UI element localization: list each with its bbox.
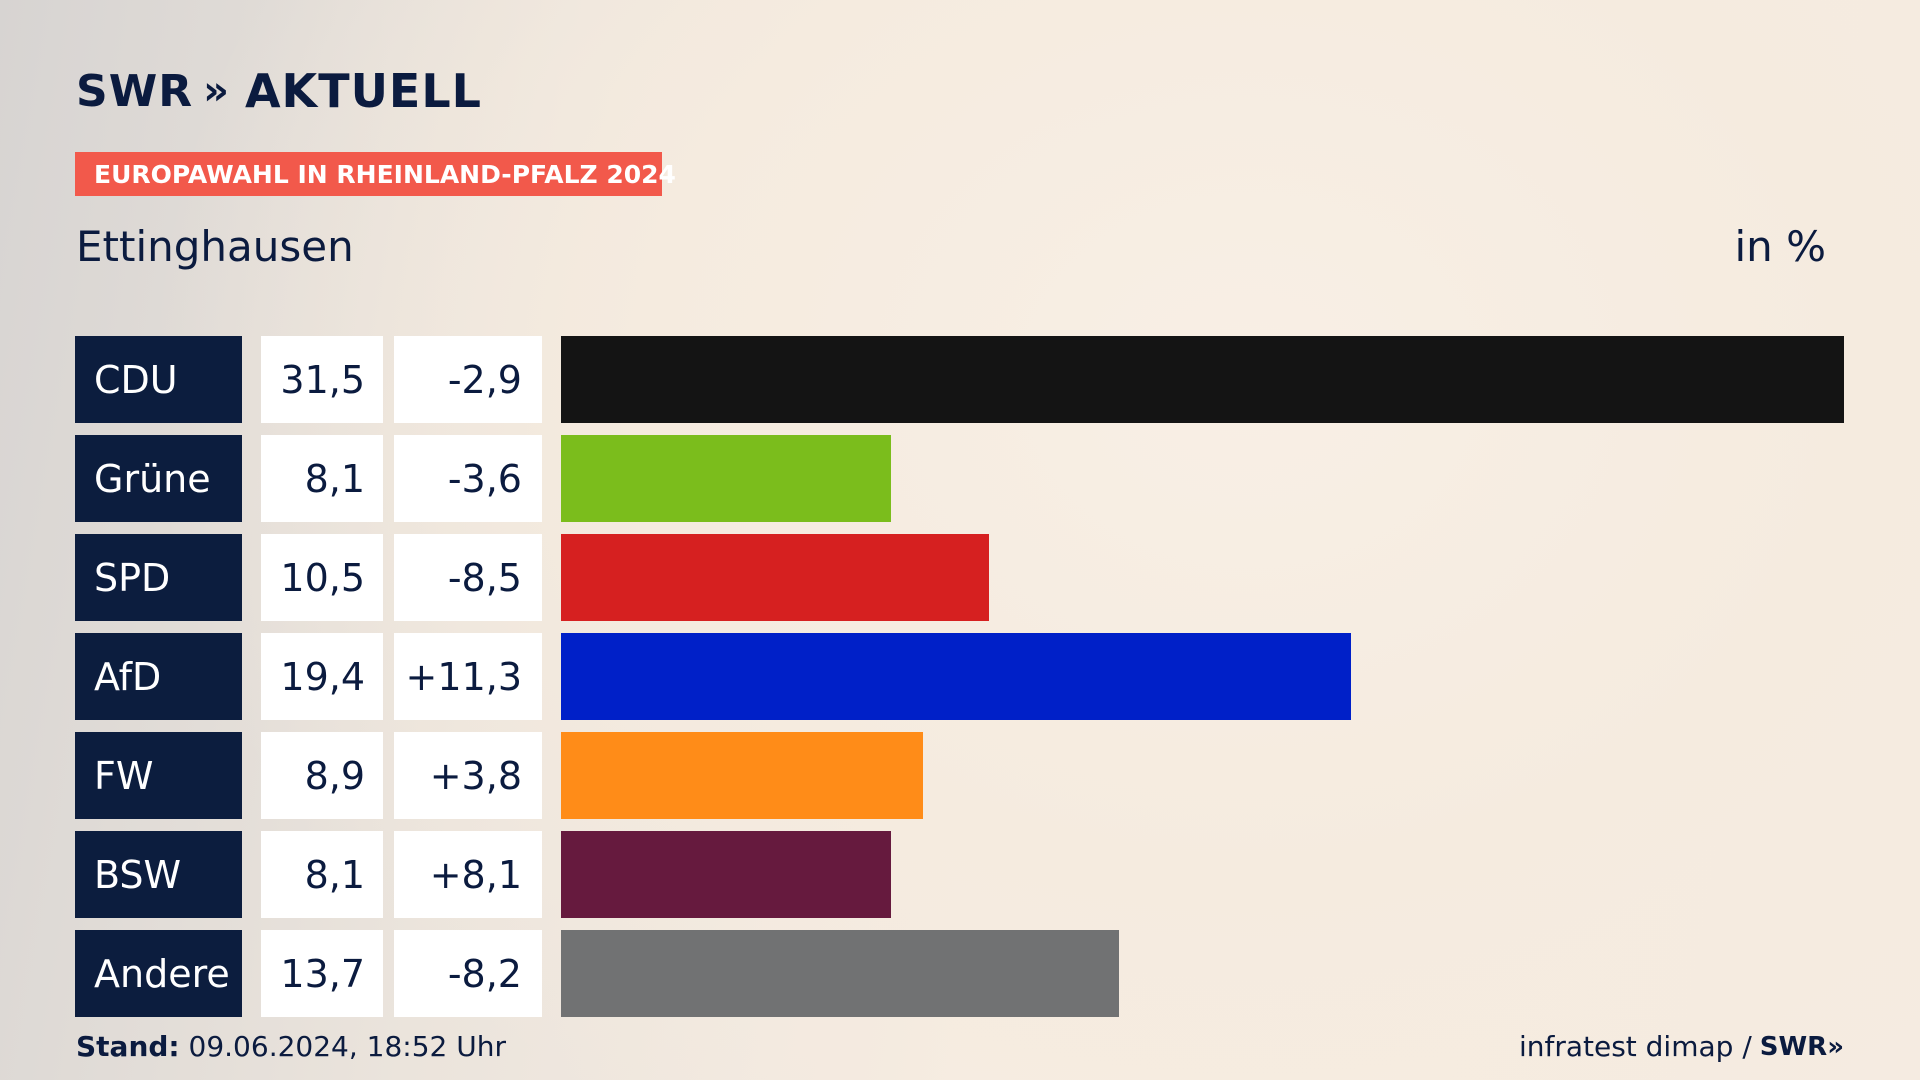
stand-label: Stand: (76, 1030, 180, 1063)
result-bar (561, 930, 1119, 1017)
vote-share-label: 31,5 (261, 336, 383, 423)
party-label: CDU (75, 336, 242, 423)
vote-share-label: 8,9 (261, 732, 383, 819)
vote-share-label: 19,4 (261, 633, 383, 720)
party-label: AfD (75, 633, 242, 720)
swr-aktuell-logo: SWR » AKTUELL (76, 64, 482, 118)
timestamp: Stand: 09.06.2024, 18:52 Uhr (76, 1030, 506, 1063)
vote-share-label: 8,1 (261, 435, 383, 522)
source-text: infratest dimap / (1518, 1030, 1752, 1063)
logo-aktuell: AKTUELL (244, 64, 482, 118)
result-bar (561, 732, 924, 819)
party-label: BSW (75, 831, 242, 918)
change-label: -8,5 (394, 534, 542, 621)
result-bar (561, 435, 891, 522)
change-label: -8,2 (394, 930, 542, 1017)
result-bar (561, 534, 989, 621)
change-label: +3,8 (394, 732, 542, 819)
unit-label: in % (1734, 222, 1826, 271)
result-bar (561, 633, 1352, 720)
party-label: SPD (75, 534, 242, 621)
source-credit: infratest dimap / SWR» (1519, 1030, 1844, 1063)
swr-small-logo: SWR» (1759, 1031, 1844, 1062)
result-bar (561, 336, 1844, 423)
change-label: +8,1 (394, 831, 542, 918)
stand-value: 09.06.2024, 18:52 Uhr (188, 1030, 506, 1063)
logo-swr: SWR (76, 65, 194, 117)
vote-share-label: 10,5 (261, 534, 383, 621)
location-title: Ettinghausen (76, 222, 354, 271)
result-bar (561, 831, 891, 918)
change-label: -2,9 (394, 336, 542, 423)
vote-share-label: 8,1 (261, 831, 383, 918)
vote-share-label: 13,7 (261, 930, 383, 1017)
change-label: -3,6 (394, 435, 542, 522)
party-label: Grüne (75, 435, 242, 522)
party-label: FW (75, 732, 242, 819)
change-label: +11,3 (394, 633, 542, 720)
party-label: Andere (75, 930, 242, 1017)
election-badge: EUROPAWAHL IN RHEINLAND-PFALZ 2024 (75, 152, 676, 196)
